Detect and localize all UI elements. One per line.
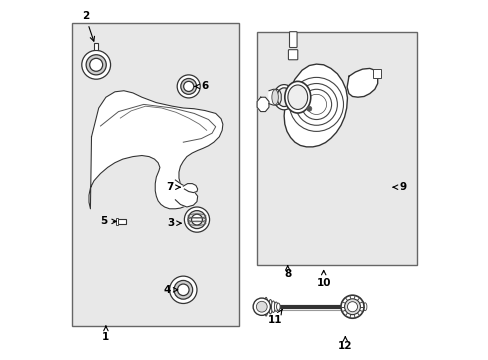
Circle shape <box>184 207 209 232</box>
Circle shape <box>174 280 192 299</box>
Polygon shape <box>257 97 268 112</box>
Circle shape <box>344 299 360 315</box>
Bar <box>72 23 239 326</box>
Text: 2: 2 <box>81 11 94 41</box>
Polygon shape <box>183 184 197 193</box>
Text: 4: 4 <box>163 285 177 295</box>
Circle shape <box>89 58 102 71</box>
Bar <box>116 218 118 225</box>
Ellipse shape <box>274 302 277 311</box>
Text: 11: 11 <box>267 310 282 325</box>
Ellipse shape <box>273 85 294 110</box>
Circle shape <box>347 302 357 312</box>
Ellipse shape <box>268 300 272 314</box>
Circle shape <box>191 214 202 225</box>
Circle shape <box>187 211 205 229</box>
FancyBboxPatch shape <box>288 50 297 60</box>
Circle shape <box>81 50 110 79</box>
Circle shape <box>181 78 196 94</box>
Text: 7: 7 <box>166 182 180 192</box>
Bar <box>257 32 416 265</box>
Ellipse shape <box>360 302 364 312</box>
Text: 5: 5 <box>100 216 116 226</box>
Circle shape <box>253 298 270 315</box>
FancyBboxPatch shape <box>289 32 296 48</box>
Circle shape <box>177 284 189 296</box>
Text: 1: 1 <box>102 326 109 342</box>
Ellipse shape <box>354 303 358 310</box>
Text: 8: 8 <box>284 266 291 279</box>
Ellipse shape <box>271 301 275 312</box>
Bar <box>94 43 98 50</box>
Text: 12: 12 <box>337 337 352 351</box>
Polygon shape <box>284 64 347 147</box>
Bar <box>373 69 380 78</box>
Bar <box>118 219 125 224</box>
Ellipse shape <box>271 90 278 105</box>
Ellipse shape <box>276 303 280 310</box>
Ellipse shape <box>284 81 310 113</box>
Text: 10: 10 <box>316 270 330 288</box>
Text: 3: 3 <box>167 218 181 228</box>
Circle shape <box>256 301 266 312</box>
Text: 6: 6 <box>195 81 208 91</box>
Ellipse shape <box>287 85 307 109</box>
Ellipse shape <box>363 303 366 311</box>
Polygon shape <box>346 68 377 97</box>
Ellipse shape <box>264 297 267 316</box>
Polygon shape <box>89 91 223 209</box>
Circle shape <box>177 75 200 98</box>
Circle shape <box>169 276 197 303</box>
Circle shape <box>183 81 193 91</box>
Polygon shape <box>175 180 197 207</box>
Text: 9: 9 <box>392 182 406 192</box>
Polygon shape <box>268 89 281 105</box>
Circle shape <box>340 295 363 318</box>
Ellipse shape <box>357 302 361 311</box>
Ellipse shape <box>276 88 291 107</box>
Circle shape <box>86 55 106 75</box>
Circle shape <box>306 106 311 111</box>
